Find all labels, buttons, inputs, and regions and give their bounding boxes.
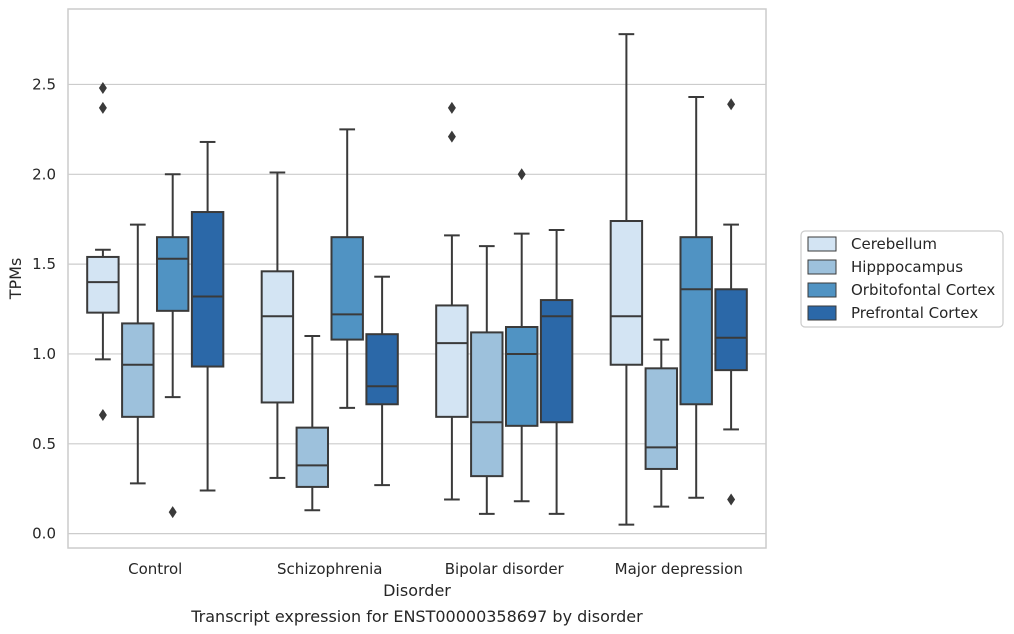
x-tick-label: Control [128, 560, 182, 578]
legend-item: Cerebellum [807, 235, 937, 253]
box [330, 128, 364, 409]
series-hipppocampus [121, 223, 679, 515]
y-tick-label: 1.5 [32, 255, 56, 273]
legend-item: Hipppocampus [807, 258, 963, 276]
box [190, 140, 225, 492]
outlier-point [98, 409, 107, 422]
legend-item: Orbitofontal Cortex [807, 281, 995, 299]
x-axis-title: Disorder [383, 581, 451, 600]
box [86, 82, 120, 422]
box [539, 228, 574, 515]
outlier-point [727, 493, 736, 506]
x-tick-labels: Control Schizophrenia Bipolar disorder Majo… [128, 560, 743, 578]
plot-frame [67, 8, 767, 549]
x-tick-label: Schizophrenia [277, 560, 382, 578]
y-tick-labels: 0.0 0.5 1.0 1.5 2.0 2.5 [32, 75, 56, 542]
box [365, 275, 399, 487]
box [155, 173, 190, 519]
outlier-point [98, 82, 107, 95]
outlier-point [447, 130, 456, 143]
x-tick-label: Major depression [615, 560, 743, 578]
box-body [295, 426, 330, 488]
box [609, 33, 644, 526]
legend-swatch [807, 236, 837, 252]
outlier-point [447, 101, 456, 114]
box-body [679, 236, 713, 406]
box-body [155, 236, 190, 312]
box [435, 101, 469, 501]
box-body [470, 331, 504, 478]
box [470, 245, 504, 515]
box-body [644, 367, 679, 470]
box-body [539, 299, 574, 424]
box-body [365, 333, 399, 406]
box [644, 338, 679, 508]
series-orbitofontal-cortex [155, 96, 713, 519]
legend-item: Prefrontal Cortex [807, 304, 978, 322]
box-body [609, 220, 644, 366]
box [295, 334, 330, 512]
box [121, 223, 155, 485]
box [504, 168, 539, 503]
y-tick-label: 0.5 [32, 435, 56, 453]
box [260, 171, 295, 479]
y-axis-title: TPMs [6, 258, 25, 301]
series-prefrontal-cortex [190, 98, 748, 515]
y-tick-label: 2.0 [32, 165, 56, 183]
box-body [86, 255, 120, 314]
box-body [504, 326, 539, 427]
box [679, 96, 713, 499]
y-tick-label: 0.0 [32, 525, 56, 543]
outlier-point [168, 506, 177, 519]
box-body [330, 236, 364, 341]
y-tick-label: 2.5 [32, 75, 56, 93]
outlier-point [517, 168, 526, 181]
legend-frame [800, 230, 1004, 328]
legend-label: Cerebellum [851, 235, 937, 253]
legend-swatch [807, 259, 837, 275]
box-body [260, 270, 295, 404]
y-tick-label: 1.0 [32, 345, 56, 363]
legend-label: Hipppocampus [851, 258, 963, 276]
box-body [714, 288, 748, 372]
boxplot-series [86, 33, 748, 526]
legend-swatch [807, 305, 837, 321]
box-body [190, 211, 225, 368]
legend-swatch [807, 282, 837, 298]
box-body [121, 322, 155, 418]
legend-label: Orbitofontal Cortex [851, 281, 995, 299]
series-cerebellum [86, 33, 644, 526]
chart-caption: Transcript expression for ENST0000035869… [190, 607, 643, 626]
x-tick-label: Bipolar disorder [445, 560, 565, 578]
outlier-point [98, 101, 107, 114]
outlier-point [727, 98, 736, 111]
legend: Cerebellum Hipppocampus Orbitofontal Corte… [800, 230, 1004, 328]
box-body [435, 304, 469, 418]
legend-label: Prefrontal Cortex [851, 304, 978, 322]
box [714, 98, 748, 506]
